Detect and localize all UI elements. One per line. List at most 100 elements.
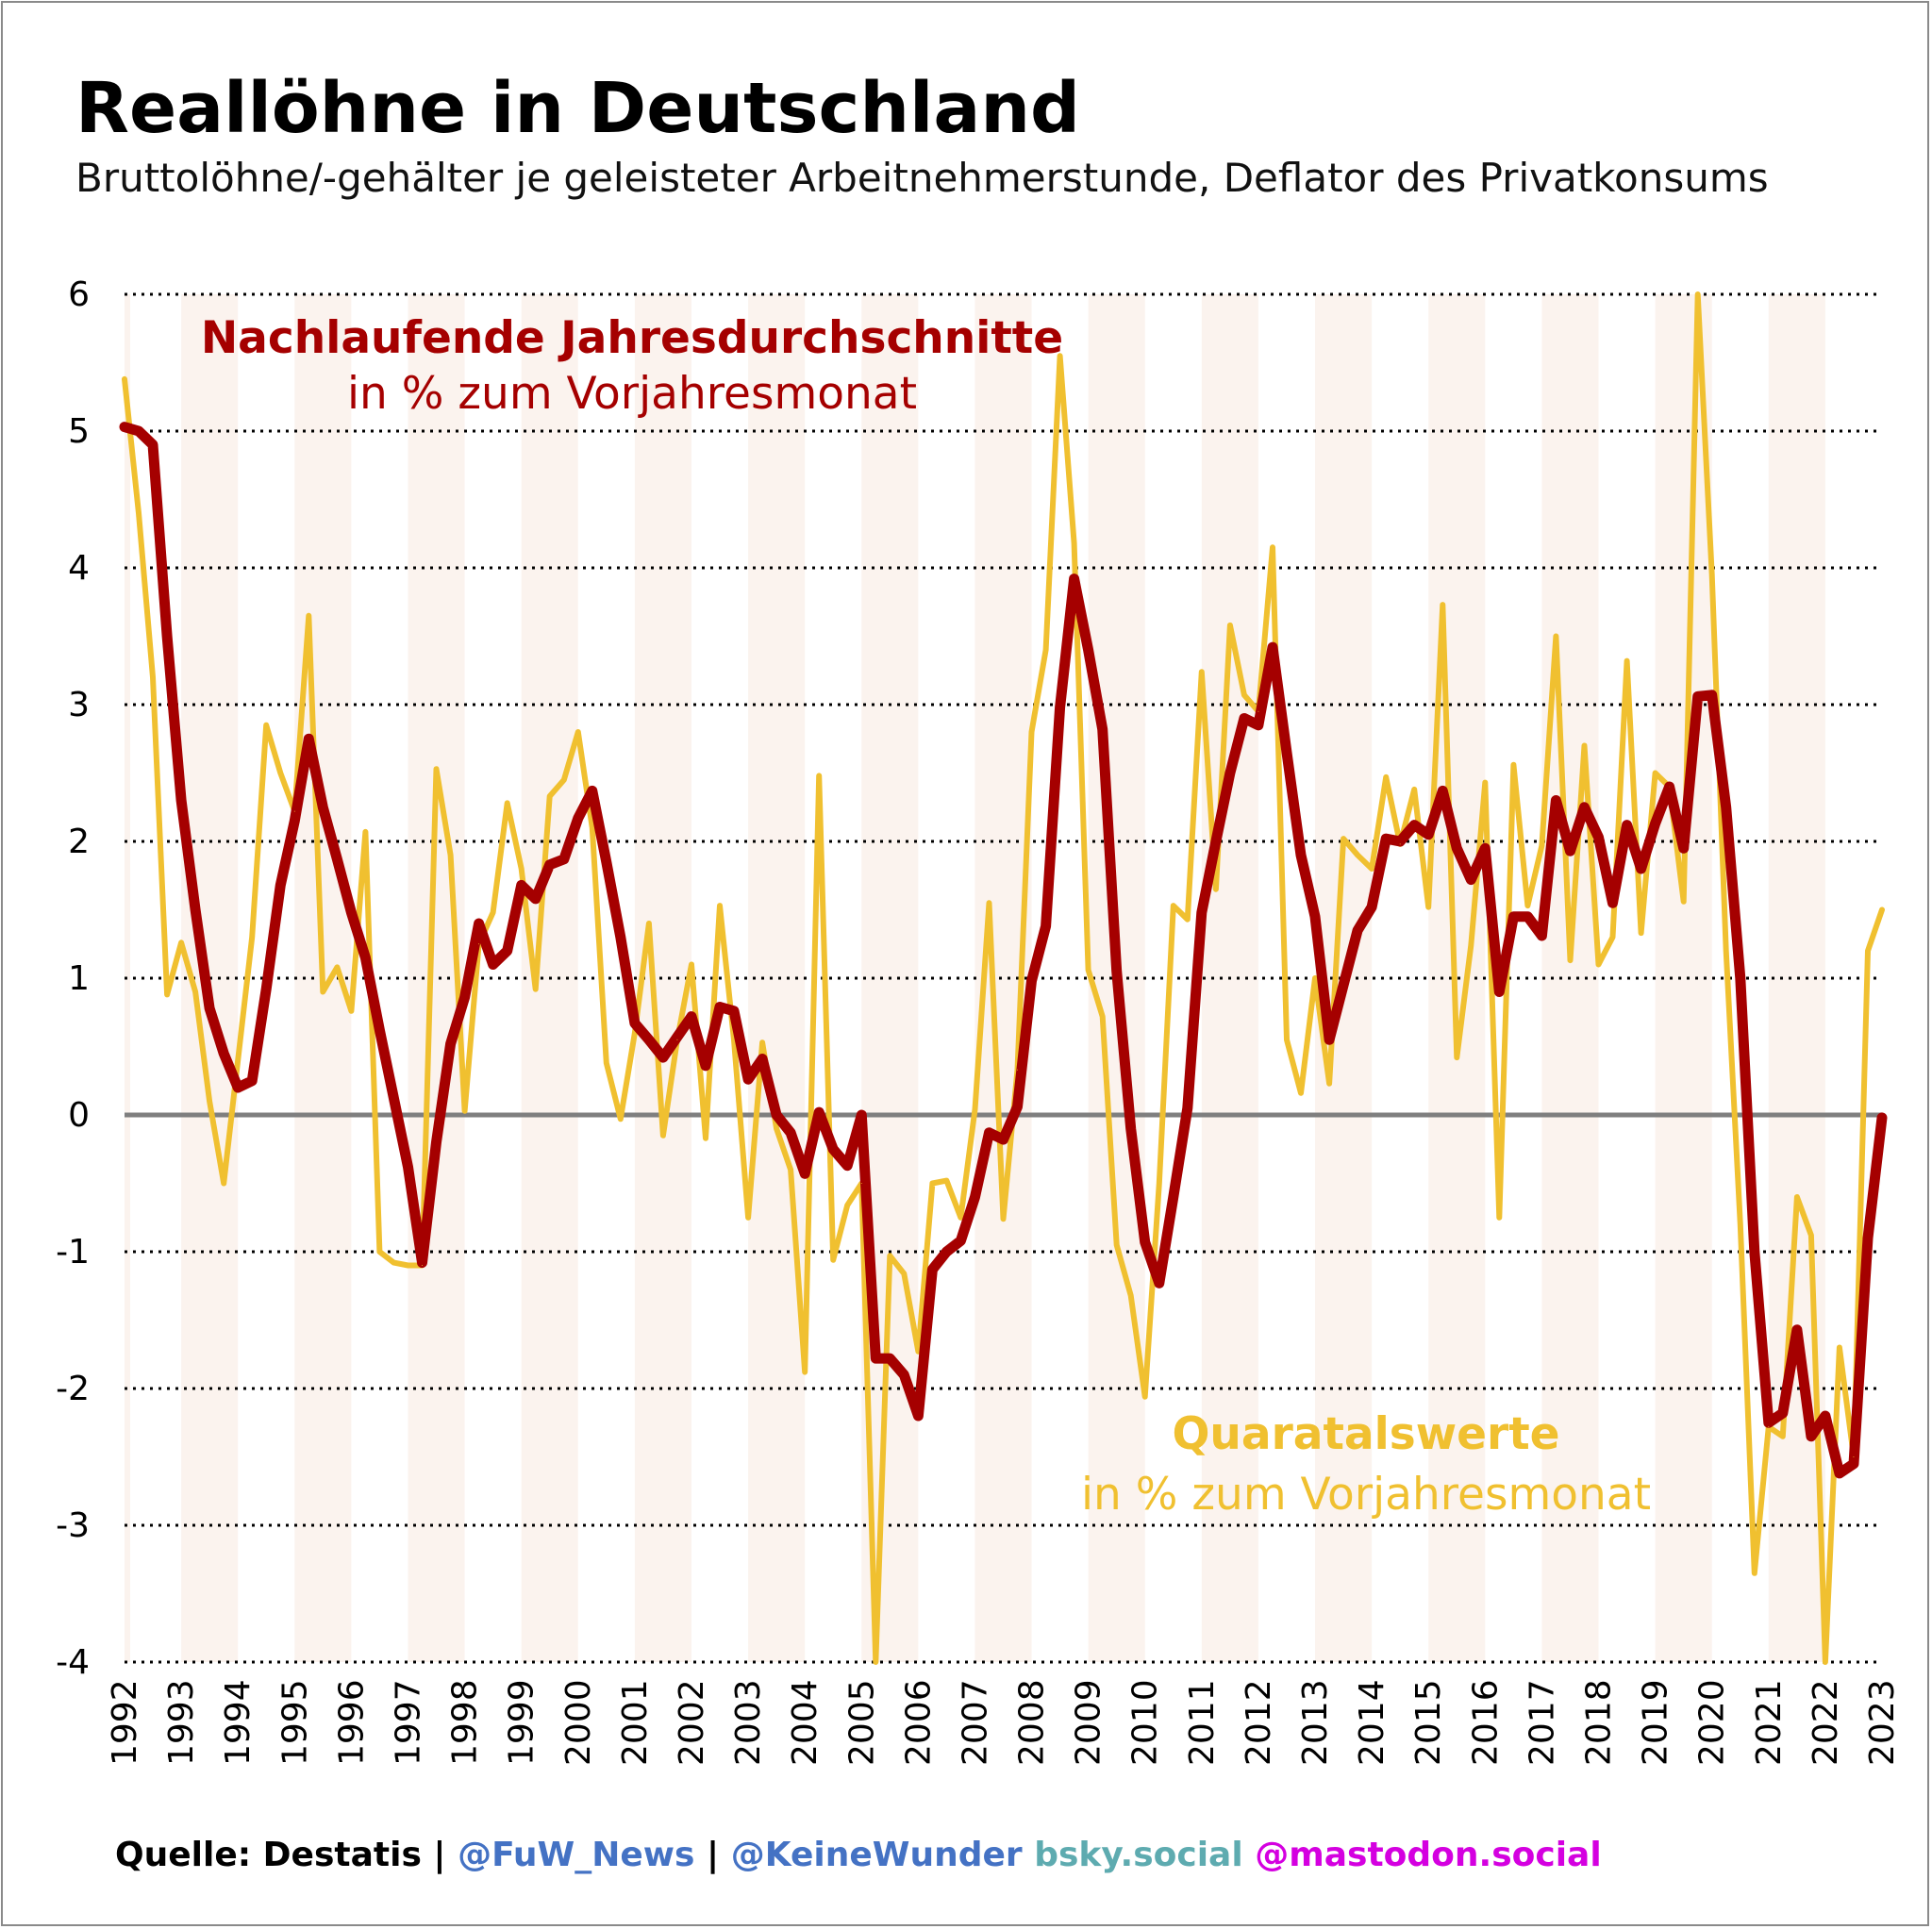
data-point-annual — [804, 1172, 806, 1174]
data-point-quarterly — [1272, 546, 1274, 548]
footer-separator: | — [694, 1836, 731, 1874]
data-point-annual — [1853, 1463, 1855, 1465]
x-tick-label: 2003 — [729, 1679, 768, 1766]
data-point-annual — [166, 636, 168, 637]
y-tick-label: 2 — [68, 823, 90, 861]
data-point-annual — [364, 956, 366, 958]
mastodon-handle[interactable]: @mastodon.social — [1255, 1836, 1602, 1874]
x-tick-label: 2010 — [1126, 1679, 1165, 1766]
data-point-annual — [1526, 916, 1528, 918]
data-point-quarterly — [775, 1128, 777, 1129]
fuw-news-handle[interactable]: @FuW_News — [458, 1836, 695, 1874]
data-point-quarterly — [1839, 1347, 1840, 1348]
x-tick-label: 1997 — [389, 1679, 427, 1766]
data-point-annual — [1810, 1436, 1812, 1438]
x-tick-label: 1992 — [106, 1679, 144, 1766]
data-point-annual — [1711, 694, 1713, 696]
data-point-quarterly — [1612, 937, 1614, 938]
data-points — [124, 293, 1883, 1663]
annual-annotation-subtitle: in % zum Vorjahresmonat — [347, 368, 917, 420]
data-point-quarterly — [988, 902, 990, 904]
data-point-annual — [1187, 1107, 1189, 1109]
data-point-annual — [1031, 980, 1033, 982]
bsky-handle[interactable]: bsky.social — [1034, 1836, 1243, 1874]
data-point-annual — [775, 1114, 777, 1116]
data-point-annual — [1300, 855, 1302, 856]
data-point-quarterly — [761, 1041, 763, 1043]
data-point-quarterly — [1201, 671, 1203, 673]
data-point-quarterly — [237, 1059, 239, 1061]
data-point-quarterly — [676, 1039, 678, 1040]
data-point-quarterly — [832, 1259, 834, 1261]
y-tick-label: -1 — [56, 1233, 90, 1272]
data-point-quarterly — [1399, 843, 1401, 845]
data-point-annual — [279, 884, 281, 886]
footer-separator: | — [421, 1836, 458, 1874]
data-point-annual — [606, 861, 608, 863]
data-point-quarterly — [1116, 1244, 1118, 1246]
data-point-quarterly — [705, 1138, 707, 1139]
y-tick-label: 6 — [68, 275, 90, 314]
data-point-quarterly — [591, 827, 593, 828]
data-point-annual — [1130, 1128, 1132, 1129]
data-point-quarterly — [1881, 909, 1883, 910]
x-tick-label: 2014 — [1353, 1679, 1391, 1766]
y-tick-label: -2 — [56, 1370, 90, 1408]
data-point-quarterly — [1768, 1426, 1770, 1428]
data-point-quarterly — [1853, 1456, 1855, 1457]
data-point-quarterly — [1782, 1436, 1784, 1438]
x-tick-label: 2013 — [1296, 1679, 1335, 1766]
data-point-quarterly — [1697, 293, 1699, 295]
data-point-annual — [1173, 1196, 1174, 1198]
data-point-annual — [336, 858, 338, 860]
data-point-quarterly — [563, 779, 565, 781]
data-point-annual — [903, 1374, 905, 1375]
data-point-quarterly — [931, 1183, 933, 1184]
footer-space — [1243, 1836, 1256, 1874]
annual-annotation-title: Nachlaufende Jahresdurchschnitte — [201, 312, 1063, 364]
data-point-quarterly — [507, 802, 508, 804]
data-point-annual — [1782, 1412, 1784, 1414]
data-point-quarterly — [1229, 624, 1231, 626]
data-point-annual — [1328, 1039, 1330, 1040]
data-point-annual — [1626, 824, 1628, 826]
data-point-annual — [1796, 1329, 1798, 1331]
data-point-quarterly — [648, 923, 650, 924]
data-point-annual — [1683, 847, 1685, 849]
data-point-annual — [1697, 695, 1699, 697]
data-point-quarterly — [364, 831, 366, 833]
data-point-quarterly — [917, 1351, 919, 1353]
data-point-quarterly — [634, 1032, 636, 1034]
data-point-annual — [832, 1148, 834, 1150]
x-tick-label: 2005 — [842, 1679, 881, 1766]
x-tick-label: 2012 — [1240, 1679, 1278, 1766]
data-point-annual — [1413, 824, 1415, 826]
x-tick-label: 2021 — [1750, 1679, 1789, 1766]
data-point-quarterly — [1300, 1092, 1302, 1094]
data-point-quarterly — [208, 1101, 210, 1102]
data-point-quarterly — [1102, 1016, 1104, 1018]
x-tick-label: 2009 — [1070, 1679, 1108, 1766]
data-point-quarterly — [1541, 844, 1542, 846]
data-point-quarterly — [492, 911, 494, 913]
source-label: Quelle: Destatis — [115, 1836, 422, 1874]
data-point-quarterly — [1754, 1572, 1756, 1574]
data-point-quarterly — [1059, 355, 1061, 357]
data-point-annual — [1669, 786, 1671, 788]
source-footer: Quelle: Destatis | @FuW_News | @KeineWun… — [115, 1836, 1602, 1874]
data-point-quarterly — [1810, 1235, 1812, 1237]
data-point-annual — [138, 430, 140, 432]
data-point-quarterly — [152, 676, 154, 678]
keinewunder-handle[interactable]: @KeineWunder — [730, 1836, 1023, 1874]
data-point-annual — [422, 1262, 424, 1264]
data-point-annual — [521, 884, 523, 886]
data-point-quarterly — [166, 993, 168, 995]
data-point-quarterly — [1498, 1217, 1500, 1219]
data-point-annual — [889, 1357, 891, 1359]
data-point-quarterly — [336, 966, 338, 968]
data-point-quarterly — [620, 1118, 622, 1120]
data-point-quarterly — [1158, 1183, 1160, 1184]
data-point-annual — [988, 1132, 990, 1134]
data-point-quarterly — [1427, 906, 1429, 908]
y-tick-label: 4 — [68, 549, 90, 588]
